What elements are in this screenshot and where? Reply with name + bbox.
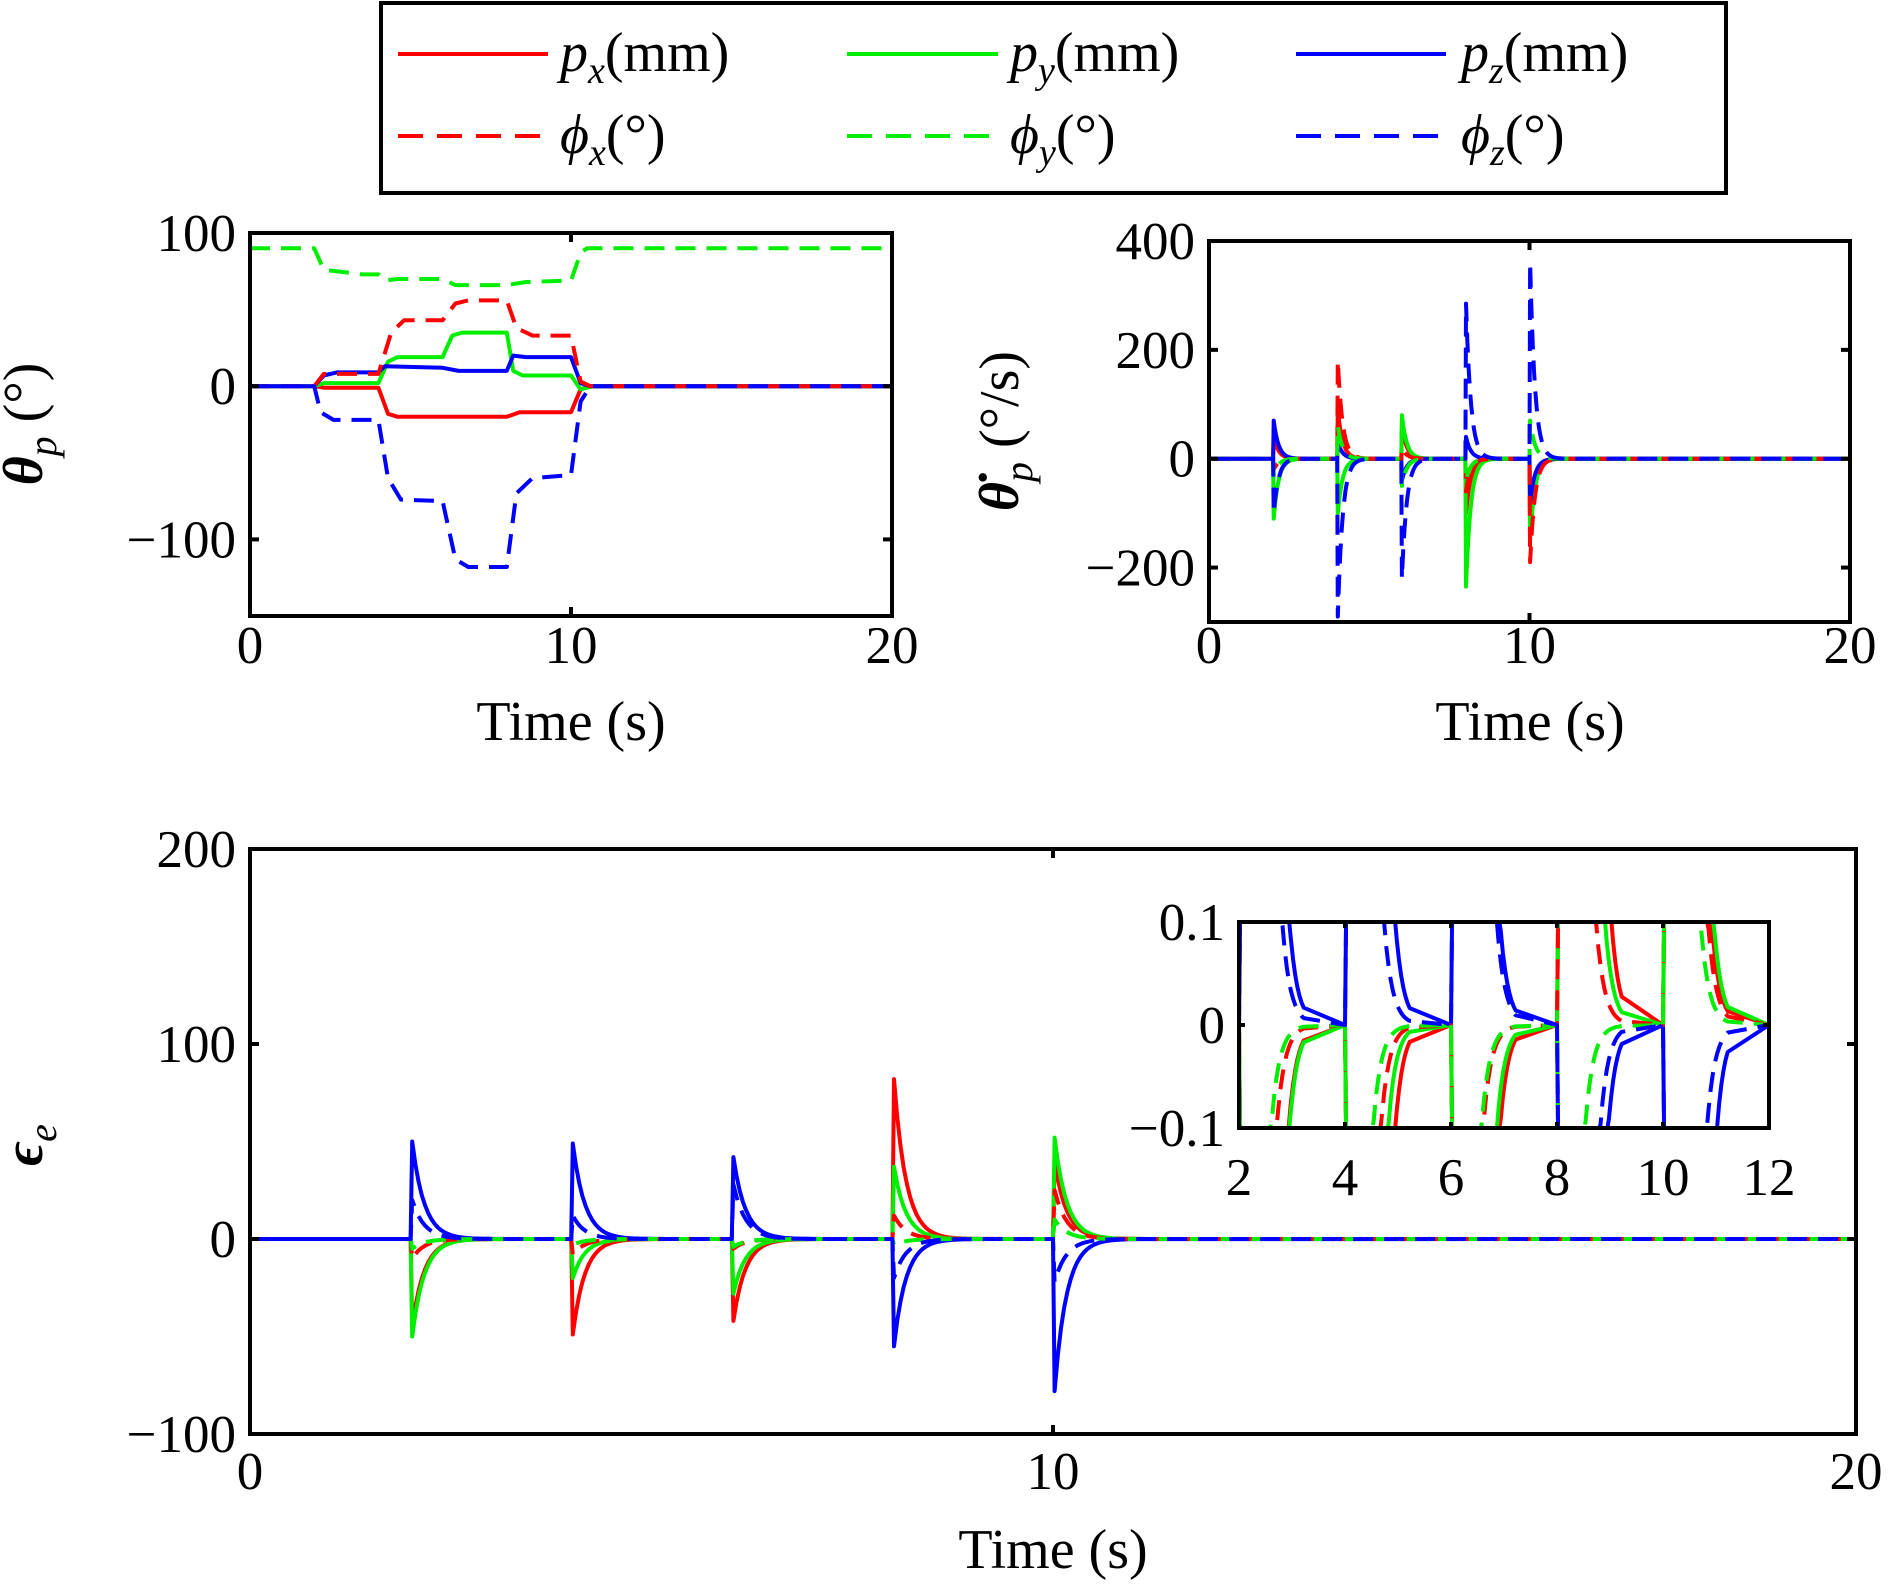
x-tick-label: 20	[866, 617, 919, 675]
x-tick-label: 4	[1332, 1149, 1359, 1207]
y-tick-label: 200	[1116, 322, 1196, 380]
x-tick-label: 0	[237, 617, 264, 675]
legend-label-phz: ϕz(°)	[1461, 104, 1564, 174]
x-tick-label: 12	[1743, 1149, 1796, 1207]
legend-label-py: py(mm)	[1006, 22, 1179, 92]
y-tick-label: 0	[1169, 431, 1196, 489]
x-axis-label: Time (s)	[1435, 691, 1624, 753]
y-tick-label: −100	[127, 1406, 236, 1464]
series-group	[250, 1077, 1856, 1394]
x-tick-label: 2	[1226, 1149, 1253, 1207]
y-tick-label: 100	[157, 205, 237, 263]
series-line-phy	[1239, 922, 1769, 1128]
legend-label-px: px(mm)	[556, 22, 729, 92]
x-tick-label: 20	[1830, 1443, 1883, 1501]
series-group	[1239, 922, 1769, 1128]
x-tick-label: 6	[1438, 1149, 1465, 1207]
axes-background	[250, 233, 892, 616]
x-axis-label: Time (s)	[476, 691, 665, 753]
legend-box	[379, 1, 1728, 195]
y-tick-label: 0	[210, 358, 237, 416]
series-line-phy	[1209, 418, 1850, 488]
series-line-phz	[250, 1182, 1856, 1284]
y-tick-label: 0.1	[1159, 894, 1225, 952]
legend: px(mm) py(mm) pz(mm) ϕx(°) ϕy(°) ϕz(°)	[379, 1, 1728, 195]
y-tick-label: 200	[157, 821, 237, 879]
y-tick-label: 0	[210, 1211, 237, 1269]
y-tick-label: 100	[157, 1016, 237, 1074]
legend-label-pz: pz(mm)	[1457, 22, 1628, 92]
series-line-phy	[250, 246, 892, 288]
y-tick-label: 0	[1199, 997, 1226, 1055]
series-line-phz	[250, 384, 892, 569]
series-group	[250, 246, 892, 569]
plot-error-inset: 2 4 6 8 10 12 −0.1 0 0.1	[1129, 894, 1796, 1207]
y-tick-label: −200	[1086, 540, 1195, 598]
y-axis-label: θ̇p (°/s)	[969, 351, 1041, 511]
y-tick-label: −0.1	[1129, 1100, 1225, 1158]
x-tick-label: 20	[1824, 617, 1877, 675]
series-line-py	[1239, 922, 1769, 1128]
series-line-pz	[1239, 922, 1769, 1128]
legend-label-phx: ϕx(°)	[560, 104, 666, 174]
series-line-pz	[250, 353, 892, 389]
x-tick-label: 0	[1196, 617, 1223, 675]
legend-label-phy: ϕy(°)	[1010, 104, 1116, 174]
x-tick-label: 10	[1503, 617, 1556, 675]
y-axis-label: θp (°)	[0, 363, 65, 486]
x-tick-label: 10	[545, 617, 598, 675]
x-tick-label: 8	[1544, 1149, 1571, 1207]
x-tick-label: 10	[1637, 1149, 1690, 1207]
series-group	[1209, 260, 1850, 619]
y-tick-label: −100	[127, 511, 236, 569]
x-axis-label: Time (s)	[958, 1519, 1147, 1581]
y-axis-label: ϵe	[0, 1124, 65, 1166]
series-line-phx	[250, 298, 892, 389]
y-tick-label: 400	[1116, 213, 1196, 271]
series-line-py	[250, 330, 892, 392]
x-tick-label: 0	[237, 1443, 264, 1501]
series-line-phz	[1209, 260, 1850, 619]
series-line-phz	[1239, 922, 1769, 1128]
x-tick-label: 10	[1027, 1443, 1080, 1501]
